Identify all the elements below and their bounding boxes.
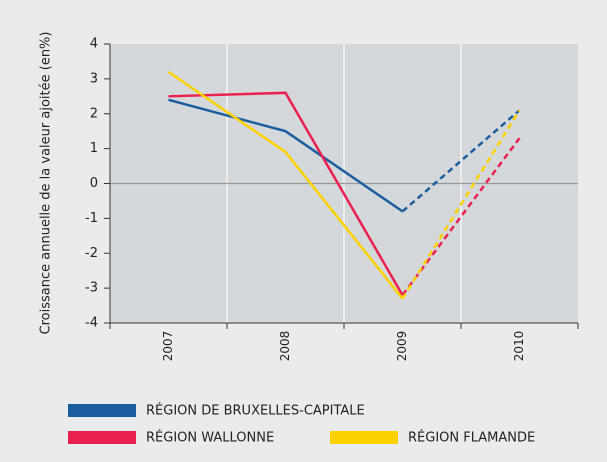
- y-tick-label: 2: [90, 106, 98, 121]
- legend-label: RÉGION DE BRUXELLES-CAPITALE: [146, 403, 365, 419]
- x-tick-label: 2010: [512, 331, 526, 362]
- series-line: [167, 70, 404, 300]
- legend-swatch: [68, 404, 136, 417]
- series-line: [168, 91, 404, 296]
- x-tick-label: 2007: [161, 331, 175, 362]
- x-tick-label: 2009: [395, 331, 409, 362]
- legend-label: RÉGION FLAMANDE: [408, 430, 535, 446]
- y-tick-label: -1: [85, 211, 98, 226]
- y-tick-label: -2: [85, 246, 98, 261]
- legend-swatch: [330, 431, 398, 444]
- y-tick-label: 1: [90, 141, 98, 156]
- series-line: [168, 98, 404, 213]
- y-tick-label: -3: [85, 281, 98, 296]
- y-tick-label: 4: [90, 37, 98, 52]
- legend-swatch: [68, 431, 136, 444]
- y-tick-label: 3: [90, 71, 98, 86]
- y-tick-label: -4: [85, 316, 98, 331]
- series-line-projection: [401, 109, 521, 213]
- x-tick-label: 2008: [278, 331, 292, 362]
- y-tick-label: 0: [90, 176, 98, 191]
- legend-label: RÉGION WALLONNE: [146, 430, 274, 446]
- y-axis-label: Croissance annuelle de la valeur ajoitée…: [39, 32, 54, 335]
- series-line-projection: [401, 109, 521, 300]
